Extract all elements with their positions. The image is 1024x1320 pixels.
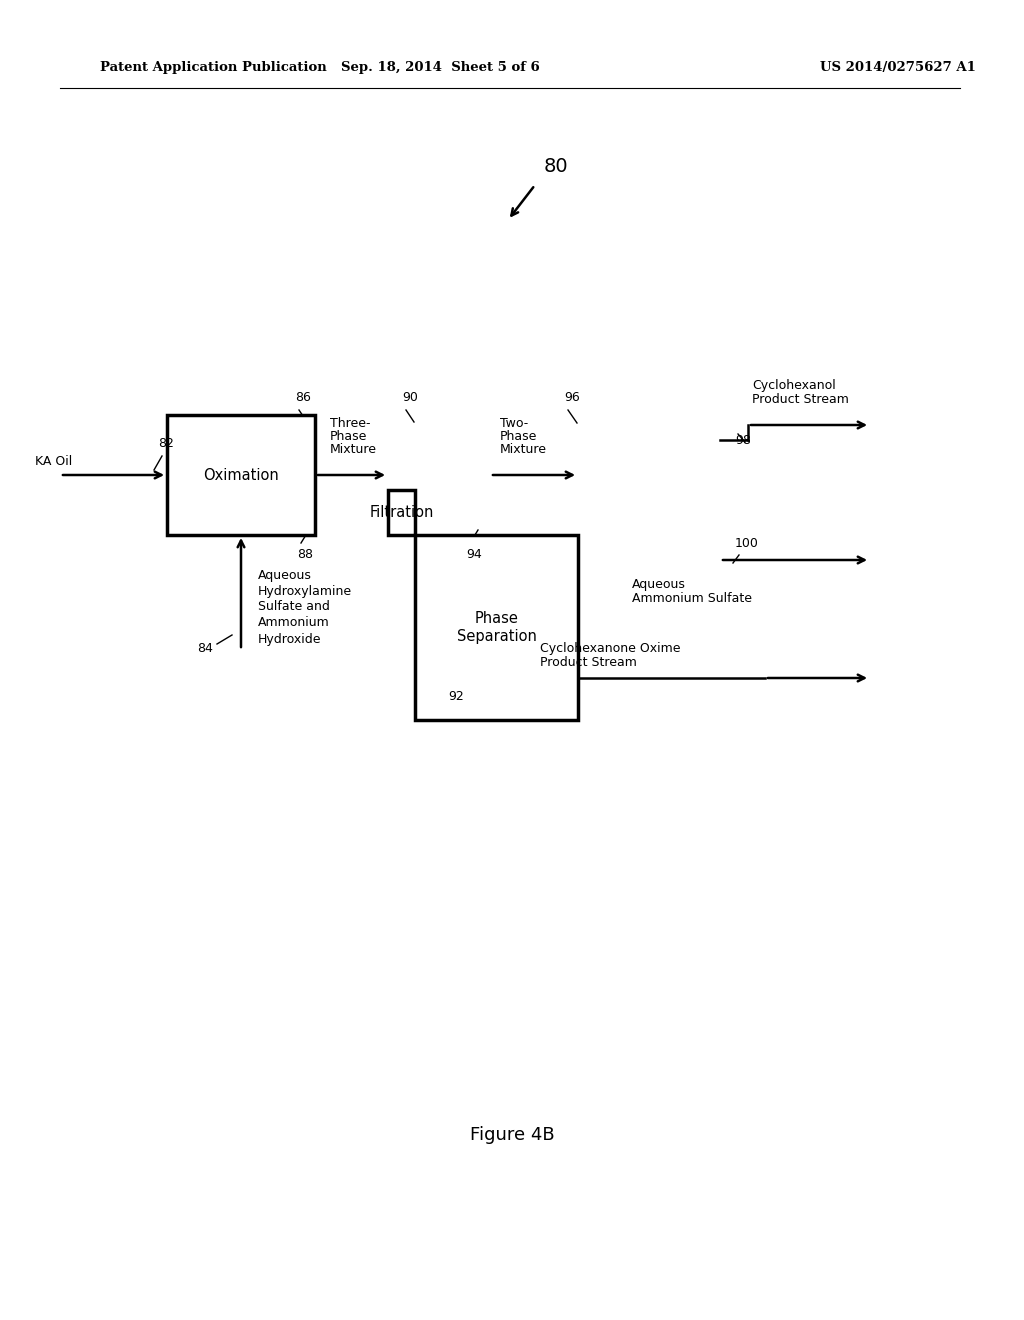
Text: US 2014/0275627 A1: US 2014/0275627 A1 xyxy=(820,62,976,74)
Text: Product Stream: Product Stream xyxy=(752,393,849,407)
Text: 82: 82 xyxy=(158,437,174,450)
Text: Mixture: Mixture xyxy=(330,444,377,455)
Text: 96: 96 xyxy=(564,391,580,404)
Text: Phase
Separation: Phase Separation xyxy=(457,611,537,644)
Text: Hydroxide: Hydroxide xyxy=(258,632,322,645)
Text: Aqueous: Aqueous xyxy=(258,569,312,582)
Text: Three-: Three- xyxy=(330,417,371,430)
Text: 84: 84 xyxy=(198,642,213,655)
Text: 86: 86 xyxy=(295,391,311,404)
Text: Filtration: Filtration xyxy=(370,506,434,520)
Text: Cyclohexanone Oxime: Cyclohexanone Oxime xyxy=(540,642,681,655)
Text: 98: 98 xyxy=(735,433,751,446)
Text: 94: 94 xyxy=(466,548,481,561)
Text: Cyclohexanol: Cyclohexanol xyxy=(752,379,836,392)
Text: Aqueous: Aqueous xyxy=(632,578,686,591)
Text: 90: 90 xyxy=(402,391,418,404)
Text: KA Oil: KA Oil xyxy=(35,455,73,469)
Text: Sep. 18, 2014  Sheet 5 of 6: Sep. 18, 2014 Sheet 5 of 6 xyxy=(341,62,540,74)
Text: Mixture: Mixture xyxy=(500,444,547,455)
Text: Product Stream: Product Stream xyxy=(540,656,637,669)
Text: Figure 4B: Figure 4B xyxy=(470,1126,554,1144)
Text: 100: 100 xyxy=(735,537,759,550)
Text: Two-: Two- xyxy=(500,417,528,430)
Text: 88: 88 xyxy=(297,548,313,561)
Text: Patent Application Publication: Patent Application Publication xyxy=(100,62,327,74)
Bar xyxy=(388,490,415,535)
Bar xyxy=(415,535,578,719)
Text: Ammonium Sulfate: Ammonium Sulfate xyxy=(632,591,752,605)
Text: Oximation: Oximation xyxy=(203,467,279,483)
Bar xyxy=(167,414,315,535)
Text: Phase: Phase xyxy=(500,430,538,444)
Text: 92: 92 xyxy=(449,690,464,704)
Text: 80: 80 xyxy=(544,157,568,176)
Text: Ammonium: Ammonium xyxy=(258,616,330,630)
Text: Hydroxylamine: Hydroxylamine xyxy=(258,585,352,598)
Text: Phase: Phase xyxy=(330,430,368,444)
Text: Sulfate and: Sulfate and xyxy=(258,601,330,614)
